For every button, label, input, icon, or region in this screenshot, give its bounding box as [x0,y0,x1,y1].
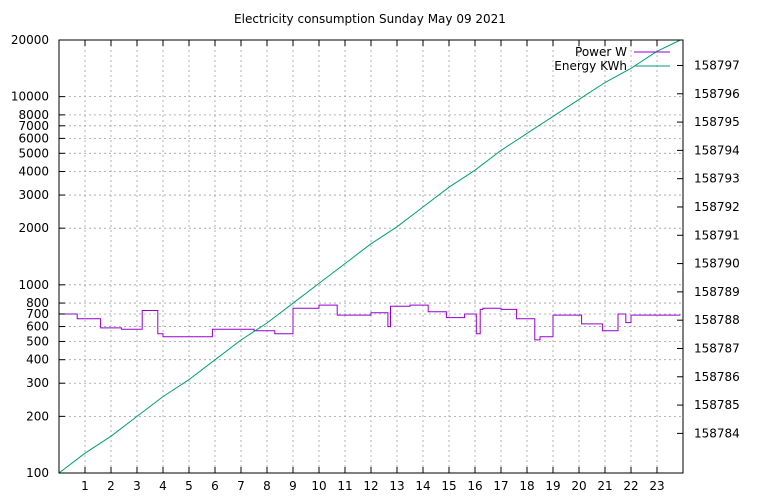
x-tick-label: 16 [467,479,482,493]
y-left-tick-label: 600 [26,320,49,334]
y-left-tick-label: 700 [26,307,49,321]
y-right-tick-label: 158789 [694,285,740,299]
x-tick-label: 19 [545,479,560,493]
x-tick-label: 14 [415,479,430,493]
grid-lines [59,39,683,474]
x-tick-label: 2 [107,479,115,493]
x-tick-label: 17 [493,479,508,493]
y-left-tick-label: 6000 [18,131,49,145]
y-right-tick-label: 158794 [694,143,740,157]
x-tick-label: 15 [441,479,456,493]
x-tick-label: 13 [389,479,404,493]
y-left-tick-label: 2000 [18,221,49,235]
energy-series-line [58,39,681,474]
legend-label: Power W [575,45,627,59]
y-left-tick-label: 3000 [18,188,49,202]
x-tick-label: 3 [133,479,141,493]
tick-layer: 1 2 3 4 5 6 7 8 9 10 11 12 13 14 15 16 17 18 19 20 21 22 23100… [11,33,740,493]
y-left-tick-label: 7000 [18,119,49,133]
y-right-tick-label: 158788 [694,313,740,327]
y-right-tick-label: 158793 [694,172,740,186]
y-right-tick-label: 158786 [694,370,740,384]
y-right-tick-label: 158796 [694,87,740,101]
x-tick-label: 10 [311,479,326,493]
y-right-tick-label: 158791 [694,228,740,242]
x-tick-label: 7 [237,479,245,493]
y-right-tick-label: 158784 [694,426,740,440]
y-left-tick-label: 300 [26,376,49,390]
x-tick-label: 18 [519,479,534,493]
y-right-tick-label: 158787 [694,341,740,355]
x-tick-label: 4 [159,479,167,493]
y-right-tick-label: 158790 [694,257,740,271]
x-tick-label: 6 [211,479,219,493]
x-tick-label: 9 [289,479,297,493]
y-left-tick-label: 800 [26,296,49,310]
x-tick-label: 1 [81,479,89,493]
y-left-tick-label: 200 [26,409,49,423]
y-right-tick-label: 158792 [694,200,740,214]
y-left-tick-label: 500 [26,334,49,348]
y-left-tick-label: 100 [26,466,49,480]
y-right-tick-label: 158797 [694,58,740,72]
chart-title: Electricity consumption Sunday May 09 20… [234,12,506,26]
y-left-tick-label: 1000 [18,278,49,292]
x-tick-label: 22 [623,479,638,493]
x-tick-label: 11 [337,479,352,493]
x-tick-label: 8 [263,479,271,493]
y-right-tick-label: 158795 [694,115,740,129]
y-left-tick-label: 5000 [18,146,49,160]
y-left-tick-label: 20000 [11,33,49,47]
y-left-tick-label: 400 [26,353,49,367]
series-layer [58,39,681,474]
x-tick-label: 23 [649,479,664,493]
x-tick-label: 5 [185,479,193,493]
x-tick-label: 12 [363,479,378,493]
legend-label: Energy KWh [554,59,627,73]
y-left-tick-label: 4000 [18,165,49,179]
x-tick-label: 20 [571,479,586,493]
y-left-tick-label: 8000 [18,108,49,122]
power-series-line [59,304,681,341]
x-tick-label: 21 [597,479,612,493]
y-right-tick-label: 158785 [694,398,740,412]
y-left-tick-label: 10000 [11,90,49,104]
